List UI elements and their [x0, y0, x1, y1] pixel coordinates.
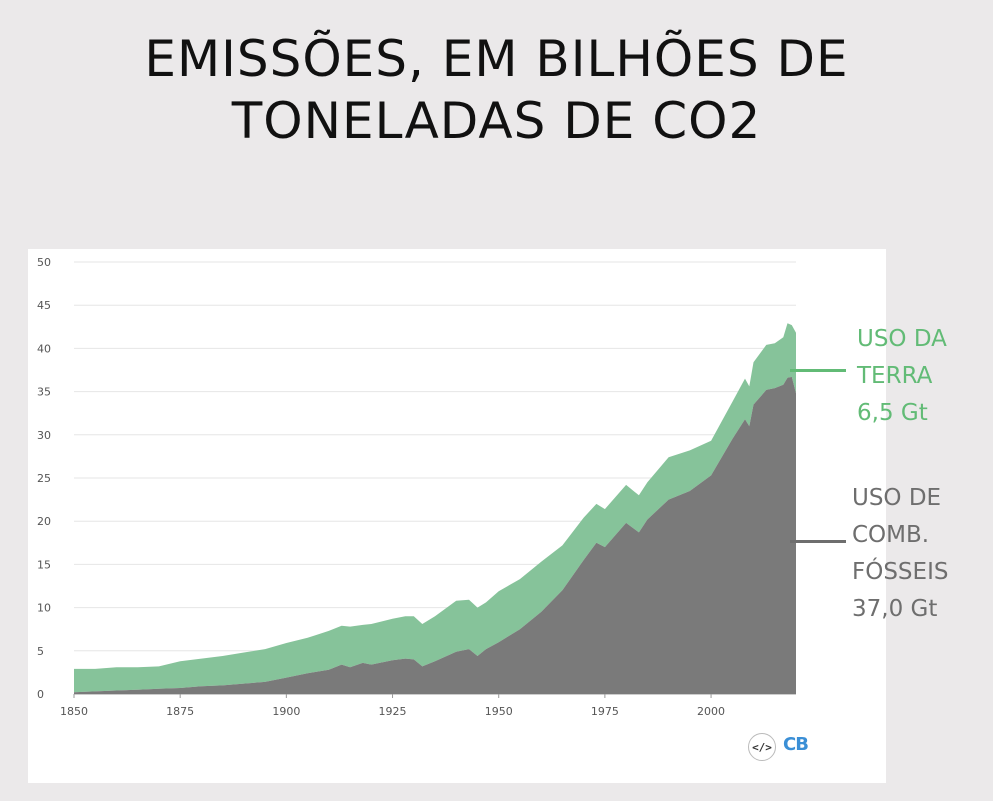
legend-fossil-line-2: COMB.: [852, 522, 930, 548]
cb-logo: CB: [783, 734, 809, 755]
x-tick-label-1975: 1975: [591, 705, 619, 718]
emissions-area-chart: 0 5 10 15 20 25 30 35 40 45 50 1850 1875 1900 1925 1950…: [37, 256, 796, 718]
legend-land-use-line-2: TERRA: [857, 363, 933, 389]
y-tick-label-10: 10: [37, 602, 51, 615]
x-tick-label-1925: 1925: [379, 705, 407, 718]
y-tick-label-30: 30: [37, 429, 51, 442]
chart-title-line-2: TONELADAS DE CO2: [231, 92, 762, 150]
legend-land-use-value: 6,5 Gt: [857, 400, 928, 426]
y-tick-label-50: 50: [37, 256, 51, 269]
legend-land-use-line-1: USO DA: [857, 326, 947, 352]
x-tick-label-1950: 1950: [485, 705, 513, 718]
legend-line-fossil: [790, 540, 846, 543]
chart-panel: 0 5 10 15 20 25 30 35 40 45 50 1850 1875 1900 1925 1950…: [28, 249, 886, 783]
y-tick-label-25: 25: [37, 472, 51, 485]
y-tick-label-35: 35: [37, 386, 51, 399]
legend-fossil-line-3: FÓSSEIS: [852, 559, 949, 585]
y-tick-label-45: 45: [37, 299, 51, 312]
y-tick-label-20: 20: [37, 515, 51, 528]
legend-line-land-use: [790, 369, 846, 372]
legend-fossil-value: 37,0 Gt: [852, 596, 938, 622]
legend-fossil-fuels: USO DE COMB. FÓSSEIS 37,0 Gt: [852, 480, 948, 628]
chart-title: EMISSÕES, EM BILHÕES DE TONELADAS DE CO2: [0, 28, 993, 152]
area-fossil-fuels: [74, 376, 796, 694]
y-tick-label-0: 0: [37, 688, 44, 701]
legend-land-use: USO DA TERRA 6,5 Gt: [857, 321, 947, 432]
chart-title-line-1: EMISSÕES, EM BILHÕES DE: [144, 30, 849, 88]
y-tick-label-40: 40: [37, 342, 51, 355]
area-land-use: [74, 323, 796, 693]
legend-fossil-line-1: USO DE: [852, 485, 942, 511]
x-tick-label-2000: 2000: [697, 705, 725, 718]
y-tick-label-5: 5: [37, 645, 44, 658]
y-tick-label-15: 15: [37, 558, 51, 571]
x-tick-label-1900: 1900: [272, 705, 300, 718]
embed-code-icon[interactable]: </>: [748, 733, 776, 761]
x-tick-label-1850: 1850: [60, 705, 88, 718]
x-tick-label-1875: 1875: [166, 705, 194, 718]
